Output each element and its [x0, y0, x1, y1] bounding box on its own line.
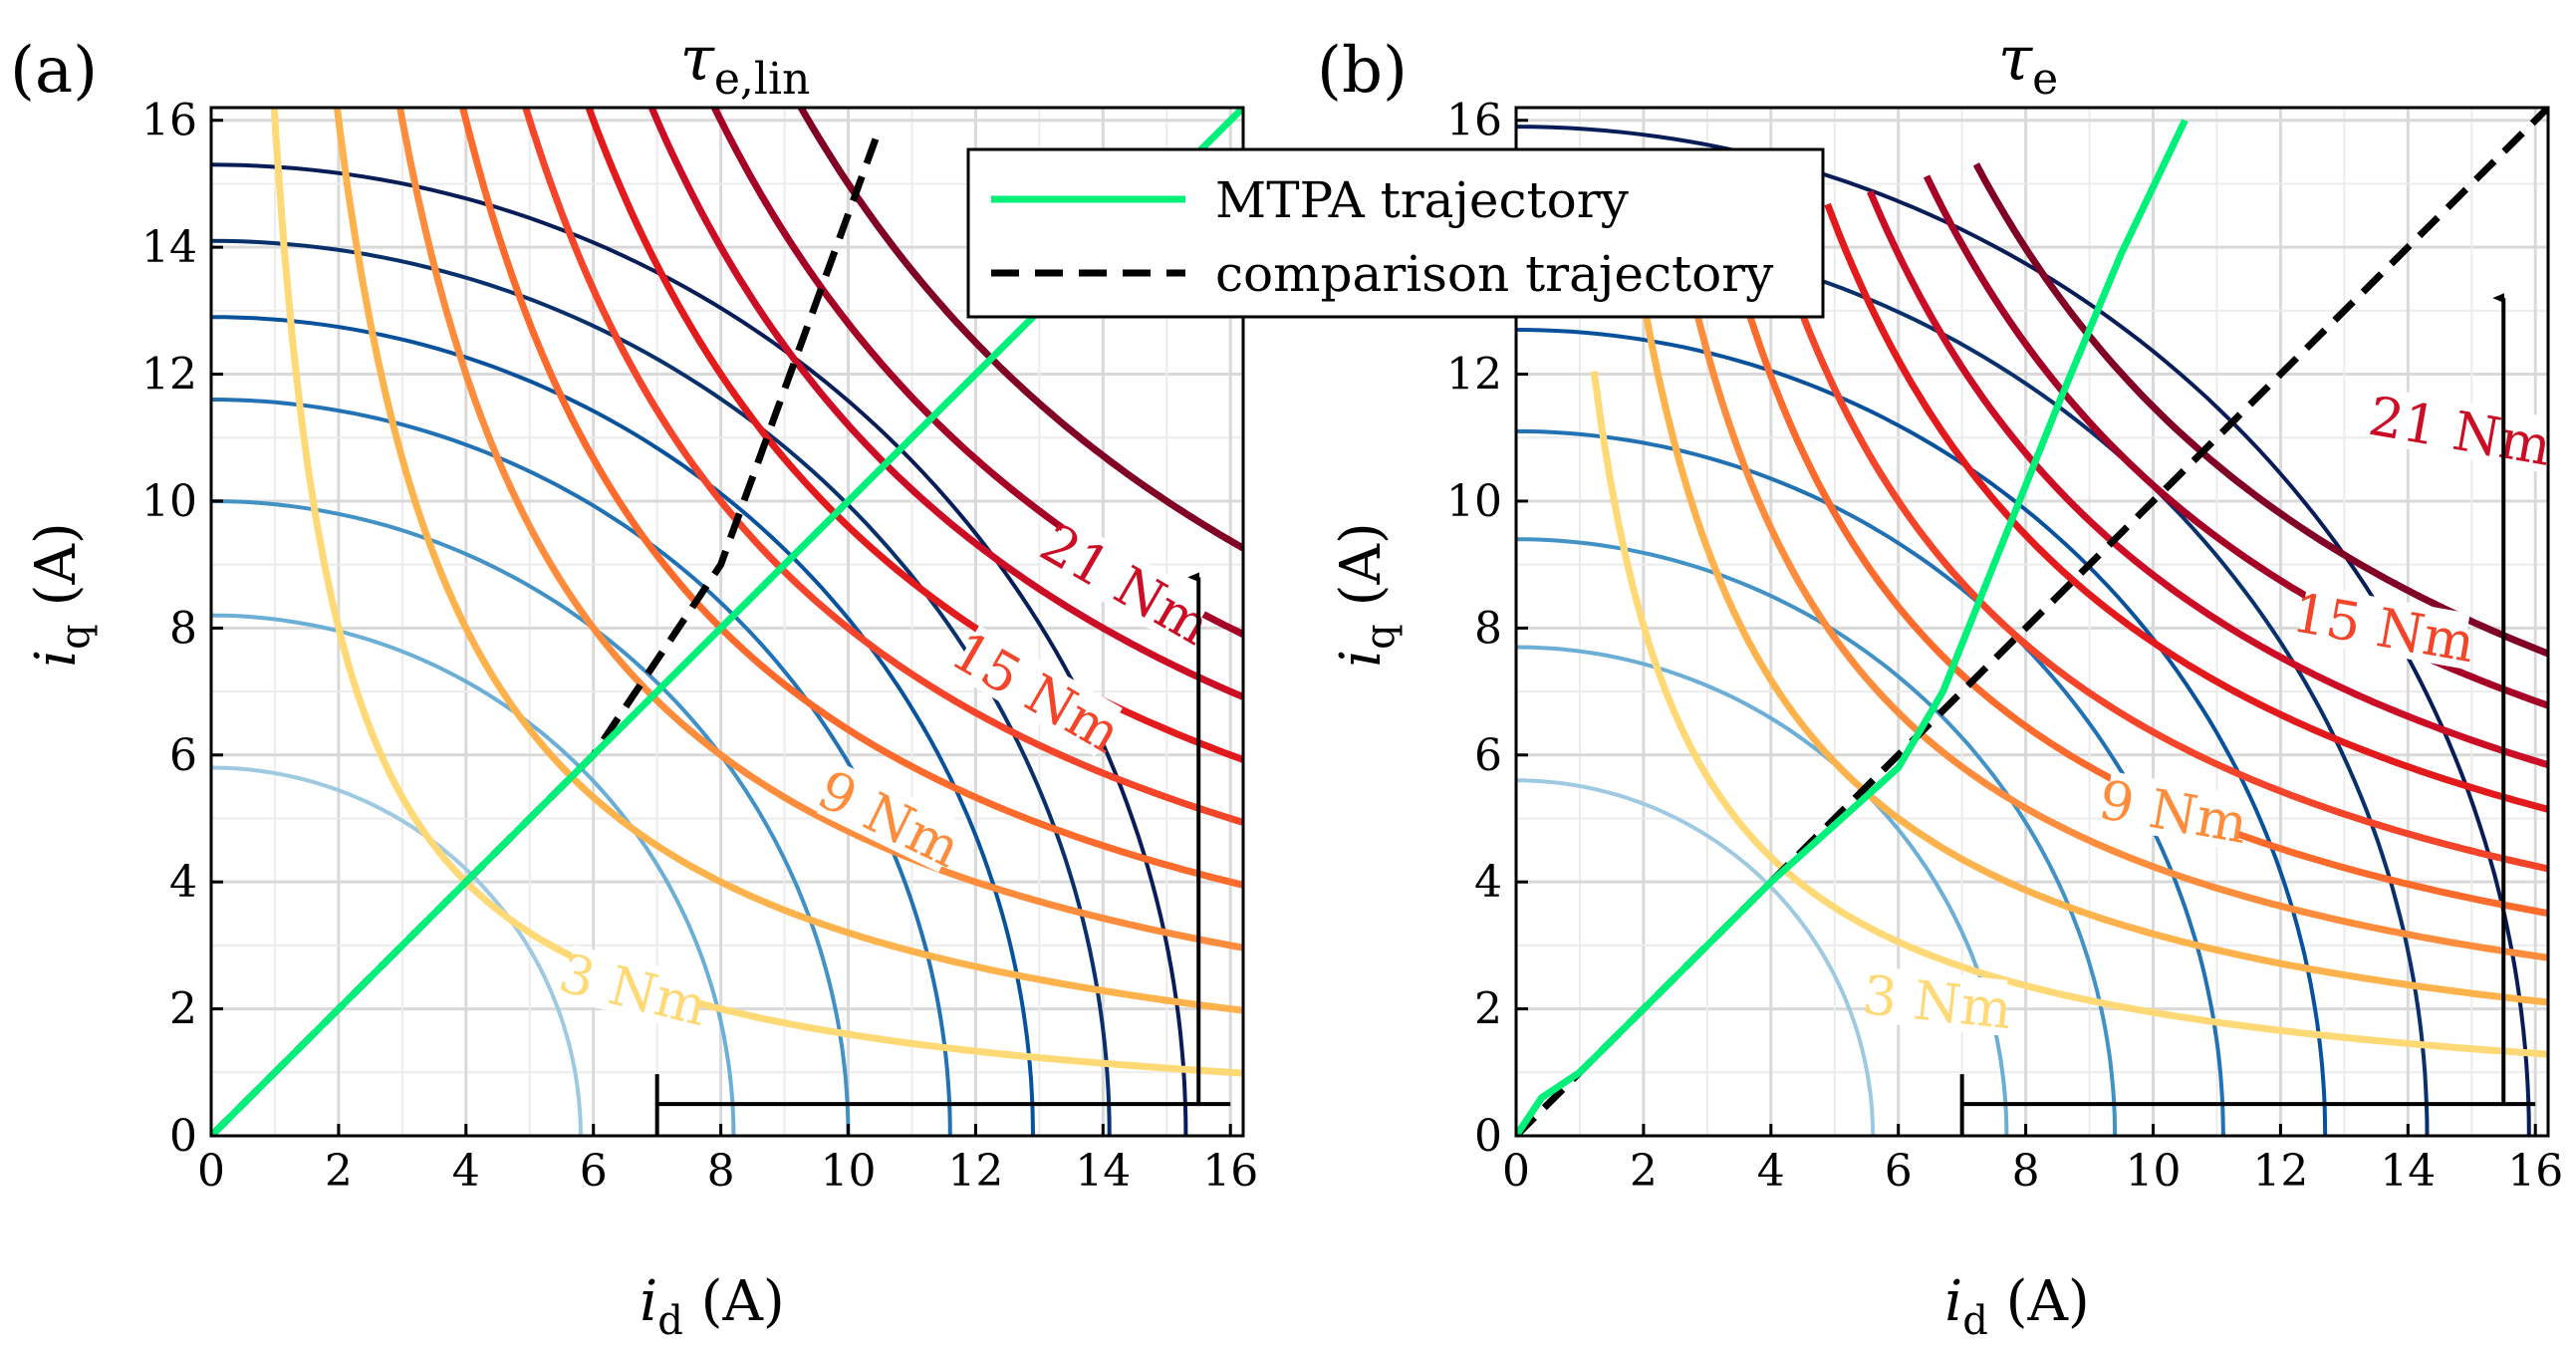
panel-b-contour-label-bg-2: [2297, 584, 2470, 669]
panel-b-torque-contour-6: [1867, 189, 2548, 769]
panel-a-torque-contour-3: [459, 108, 1243, 889]
panel-a-x-tick-label-2: 4: [452, 1146, 480, 1197]
panel-b-contour-label-2: 15 Nm: [2288, 581, 2479, 675]
panel-a-y-tick-label-2: 4: [169, 857, 197, 908]
panel-a-contour-label-group-0: 3 Nm: [553, 942, 713, 1038]
panel-b-axes-box: [1514, 106, 2550, 1138]
panel-a-torque-contour-2: [396, 108, 1243, 951]
panel-a-torque-contour-4: [522, 108, 1243, 826]
panel-b-x-tick-label-4: 8: [2012, 1146, 2040, 1197]
panel-a-y-tick-label-6: 12: [141, 350, 197, 401]
panel-a-contour-label-1: 9 Nm: [809, 758, 970, 880]
panel-b-title: τe: [1998, 22, 2058, 105]
panel-b-contour-label-group-1: 9 Nm: [2094, 768, 2252, 856]
panel-b-title-symbol: τ: [1998, 22, 2034, 95]
panel-a-x-tick-label-6: 12: [947, 1146, 1003, 1197]
panel-b-contour-label-group-2: 15 Nm: [2288, 581, 2479, 675]
panel-b-contour-label-3: 21 Nm: [2364, 385, 2555, 478]
panel-b-y-tick-label-6: 12: [1446, 350, 1502, 401]
panel-b-contour-label-group-0: 3 Nm: [1860, 963, 2015, 1041]
panel-b-label: (b): [1317, 34, 1408, 108]
panel-a-x-tick-label-5: 10: [821, 1146, 877, 1197]
panel-a-torque-contour-0: [270, 108, 1243, 1077]
panel-a-y-tick-label-8: 16: [141, 96, 197, 146]
panel-a-y-tick-label-5: 10: [141, 476, 197, 527]
panel-b-x-tick-label-0: 0: [1502, 1146, 1530, 1197]
panel-a-xlabel: id (A): [640, 1269, 784, 1344]
panel-b-mtpa-trajectory: [1516, 119, 2189, 1136]
panel-a-title: τe,lin: [680, 22, 811, 105]
legend-label-mtpa: MTPA trajectory: [1215, 171, 1630, 229]
panel-a-contour-label-group-1: 9 Nm: [809, 758, 970, 880]
panel-a-x-tick-label-7: 14: [1075, 1146, 1131, 1197]
panel-b-x-tick-label-7: 14: [2380, 1146, 2436, 1197]
panel-a-contour-label-bg-2: [951, 625, 1123, 757]
panel-a-x-tick-label-3: 6: [580, 1146, 608, 1197]
panel-b-contour-label-bg-1: [2102, 771, 2245, 850]
panel-b-contour-label-bg-0: [1867, 965, 2008, 1036]
legend: MTPA trajectory comparison trajectory: [966, 147, 1825, 319]
panel-b-x-tick-label-5: 10: [2126, 1146, 2182, 1197]
panel-a-x-tick-label-4: 8: [707, 1146, 735, 1197]
panel-a-torque-contour-6: [647, 108, 1243, 700]
panel-a-label: (a): [10, 34, 98, 108]
panel-a-contour-label-bg-0: [561, 945, 706, 1032]
panel-a-y-tick-label-4: 8: [169, 603, 197, 654]
panel-b-y-tick-label-3: 6: [1474, 730, 1502, 781]
legend-label-comparison: comparison trajectory: [1215, 245, 1774, 303]
panel-a-title-subscript: e,lin: [714, 54, 811, 105]
panel-a-contour-label-3: 21 Nm: [1030, 511, 1220, 658]
panel-b-ylabel: iq (A): [1329, 522, 1404, 667]
panel-b-plot-area: 3 Nm 9 Nm 15 Nm 21 Nm: [1516, 108, 2555, 1136]
panel-b-x-tick-label-1: 2: [1630, 1146, 1658, 1197]
panel-b-x-tick-label-6: 12: [2252, 1146, 2308, 1197]
panel-a-x-tick-label-0: 0: [197, 1146, 225, 1197]
panel-b-x-tick-label-8: 16: [2507, 1146, 2563, 1197]
panel-b-torque-contour-0: [1590, 371, 2548, 1058]
panel-a-axes-box: [209, 106, 1245, 1138]
panel-a-title-symbol: τ: [680, 22, 716, 95]
panel-b-x-tick-label-3: 6: [1885, 1146, 1913, 1197]
panel-a-torque-contour-5: [585, 108, 1243, 763]
panel-b-torque-contour-2: [1682, 266, 2548, 961]
panel-b-y-tick-label-8: 16: [1446, 96, 1502, 146]
panel-a-y-tick-label-0: 0: [169, 1111, 197, 1162]
panel-b-contour-label-0: 3 Nm: [1860, 963, 2015, 1041]
panel-a-ylabel: iq (A): [24, 522, 99, 667]
panel-b-xlabel: id (A): [1944, 1269, 2089, 1344]
panel-b-torque-contour-5: [1824, 202, 2548, 813]
panel-b-contour-label-group-3: 21 Nm: [2364, 385, 2555, 478]
panel-a-x-tick-label-8: 16: [1202, 1146, 1258, 1197]
panel-a-y-tick-label-3: 6: [169, 730, 197, 781]
panel-b-x-tick-label-2: 4: [1757, 1146, 1785, 1197]
panel-b-y-tick-label-0: 0: [1474, 1111, 1502, 1162]
panel-b-y-tick-label-5: 10: [1446, 476, 1502, 527]
panel-b-y-tick-label-4: 8: [1474, 603, 1502, 654]
panel-a-y-tick-label-7: 14: [141, 222, 197, 273]
panel-a-contour-label-0: 3 Nm: [553, 942, 713, 1038]
panel-b-y-tick-label-1: 2: [1474, 984, 1502, 1035]
legend-box: [966, 147, 1825, 319]
panel-a-contour-label-bg-3: [1040, 517, 1212, 649]
panel-a-x-tick-label-1: 2: [325, 1146, 353, 1197]
panel-a-torque-contour-1: [333, 108, 1243, 1014]
panel-b-contour-label-1: 9 Nm: [2094, 768, 2252, 856]
panel-a-contour-label-group-3: 21 Nm: [1030, 511, 1220, 658]
panel-b-torque-contour-4: [1767, 223, 2548, 873]
chart-panel-b: (b) τe id (A) iq (A) 3 Nm 9 Nm 15 Nm 21 Nm 0…: [1317, 22, 2563, 1344]
panel-b-current-circle-2: [1516, 537, 2118, 1136]
panel-a-y-tick-label-1: 2: [169, 984, 197, 1035]
panel-b-torque-contour-1: [1640, 300, 2548, 1006]
panel-b-y-tick-label-2: 4: [1474, 857, 1502, 908]
panel-b-title-subscript: e: [2032, 54, 2058, 105]
panel-a-comparison-trajectory: [211, 125, 884, 1136]
panel-a-contour-label-bg-1: [816, 762, 963, 873]
